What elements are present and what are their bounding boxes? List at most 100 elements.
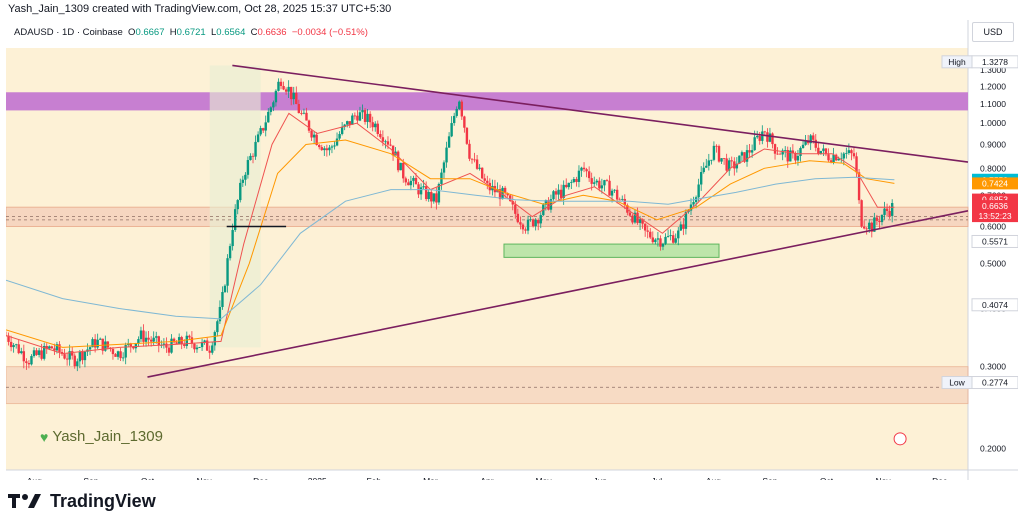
candle-body-95 [246,160,250,175]
candle-body-180 [463,116,466,128]
candle-body-317 [812,135,815,140]
high-value: 0.6721 [176,27,206,38]
price-tag-bg-4 [972,200,1018,213]
candle-body-126 [325,148,329,151]
x-tick-label-3: Nov [196,476,212,480]
symbol-name: ADAUSD · 1D · Coinbase [14,27,123,38]
candle-body-283 [725,158,728,171]
candle-body-294 [753,137,756,151]
candle-body-301 [771,133,774,145]
candle-body-245 [628,212,632,216]
candle-body-232 [595,180,598,183]
currency-button[interactable]: USD [972,22,1014,42]
candle-body-67 [175,342,178,344]
chart-frame[interactable]: 1.30001.20001.10001.00000.90000.80000.70… [6,20,1018,480]
price-tag-8: 0.2774 [982,378,1008,388]
price-axis-background [968,20,1018,480]
x-tick-label-9: May [536,476,553,480]
candle-body-159 [409,180,413,186]
price-chart[interactable]: 1.30001.20001.10001.00000.90000.80000.70… [6,20,1018,480]
candle-body-64 [167,347,171,353]
heart-icon: ♥ [40,428,49,445]
candle-body-339 [868,222,871,230]
candle-body-258 [661,243,665,247]
x-tick-label-1: Sep [83,476,98,480]
low-value: 0.6564 [216,27,246,38]
candle-body-316 [809,135,812,144]
candle-body-166 [427,191,430,200]
price-tag-bg-5 [972,210,1018,223]
candle-body-68 [177,337,181,344]
candle-body-199 [511,201,514,205]
candle-body-322 [824,148,828,155]
candle-body-20 [55,344,59,351]
candle-body-241 [618,199,621,201]
candle-body-235 [603,180,606,186]
price-tag-label-8: Low [949,378,965,388]
candle-body-181 [465,127,469,144]
candle-body-146 [376,123,379,134]
candle-body-222 [570,182,573,183]
candle-body-267 [684,212,688,229]
candle-body-89 [231,230,234,247]
candle-body-110 [284,89,288,92]
candle-body-204 [524,229,527,231]
ma-line-2 [6,176,895,320]
candle-body-257 [659,238,662,247]
candle-body-96 [249,155,252,161]
tradingview-footer[interactable]: TradingView [8,488,156,514]
candle-body-50 [132,346,135,349]
candle-body-46 [121,357,125,359]
candle-body-133 [343,124,346,127]
candle-body-123 [318,145,321,148]
candle-body-124 [320,147,323,151]
candle-body-231 [593,182,596,184]
price-tag-bg-7 [971,298,1018,312]
candle-body-125 [323,148,326,151]
candle-body-134 [346,121,349,125]
close-value: 0.6636 [257,27,287,38]
candle-body-308 [789,150,792,162]
candle-body-154 [396,151,400,171]
candle-body-112 [290,86,293,100]
candle-body-9 [27,363,31,365]
candle-body-141 [363,110,367,122]
candle-body-80 [208,350,211,353]
candle-body-287 [735,163,739,169]
candle-body-5 [17,344,20,354]
candle-body-15 [42,345,46,359]
candle-body-2 [9,341,13,348]
candle-body-27 [73,355,76,367]
candle-body-65 [170,338,173,353]
candle-body-148 [381,137,385,142]
candle-body-275 [705,165,708,168]
candle-body-177 [455,108,458,116]
x-tick-label-6: Feb [366,476,381,480]
candle-body-137 [353,115,357,117]
candle-body-228 [585,169,588,172]
y-tick-label-1: 1.2000 [980,81,1006,91]
candle-body-70 [183,344,186,346]
candle-body-120 [310,130,313,138]
candle-body-176 [452,115,456,124]
candle-body-45 [119,351,122,359]
candle-body-281 [720,158,723,162]
candle-body-113 [292,92,295,100]
event-flag-icon[interactable] [893,432,907,446]
candle-body-251 [643,223,647,231]
price-tag-6: 0.5571 [982,236,1008,246]
candle-body-131 [338,134,341,139]
candle-body-116 [300,113,303,114]
price-tag-bg-2 [972,177,1018,190]
chart-header: Yash_Jain_1309 created with TradingView.… [0,0,1024,18]
candle-body-329 [842,153,845,159]
candle-body-295 [756,136,759,138]
candle-body-74 [193,343,196,350]
candle-body-114 [295,92,298,105]
candle-body-36 [96,339,99,348]
candle-body-101 [261,128,265,131]
candle-body-85 [221,292,224,307]
candle-body-155 [399,162,402,171]
candle-body-212 [544,200,548,205]
candle-body-102 [264,122,267,131]
